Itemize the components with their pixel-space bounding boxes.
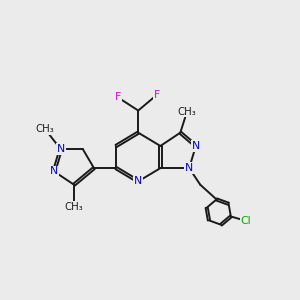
Text: F: F xyxy=(154,90,160,100)
Text: Cl: Cl xyxy=(240,216,251,226)
Text: N: N xyxy=(185,163,193,173)
Text: N: N xyxy=(192,141,200,151)
Text: N: N xyxy=(134,176,142,186)
Text: N: N xyxy=(57,144,65,154)
Text: N: N xyxy=(50,167,58,176)
Text: CH₃: CH₃ xyxy=(178,106,196,117)
Text: CH₃: CH₃ xyxy=(65,202,83,212)
Text: F: F xyxy=(115,92,121,102)
Text: CH₃: CH₃ xyxy=(36,124,55,134)
